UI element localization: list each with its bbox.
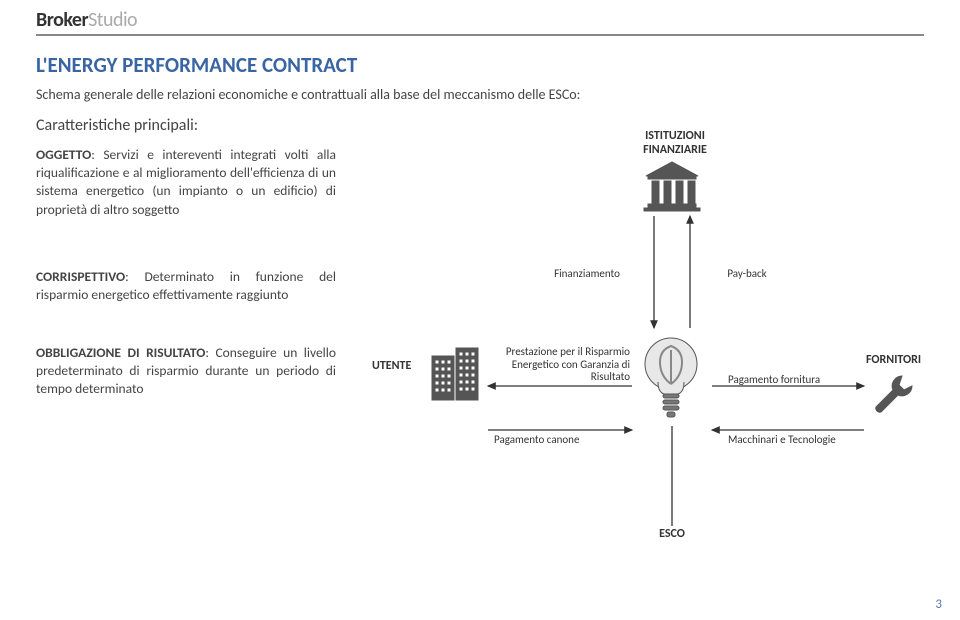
header-divider xyxy=(36,34,924,36)
logo-part2: Studio xyxy=(88,8,137,32)
oggetto-lead: OGGETTO xyxy=(36,146,91,163)
edge-payback-label: Pay-back xyxy=(702,268,792,281)
edge-pagamento-fornitura-label: Pagamento fornitura xyxy=(728,374,868,387)
brand-logo: BrokerStudio xyxy=(36,8,137,32)
page-title: L'ENERGY PERFORMANCE CONTRACT xyxy=(36,52,357,78)
edge-pagamento-canone-label: Pagamento canone xyxy=(494,434,634,447)
page-number: 3 xyxy=(935,597,942,612)
esco-diagram: ISTITUZIONIFINANZIARIE UTENTE xyxy=(372,130,936,550)
paragraph-oggetto: OGGETTO: Servizi e intereventi integrati… xyxy=(36,146,336,219)
obbligazione-lead: OBBLIGAZIONE DI RISULTATO xyxy=(36,344,205,361)
paragraph-obbligazione: OBBLIGAZIONE DI RISULTATO: Conseguire un… xyxy=(36,344,336,399)
corrispettivo-lead: CORRISPETTIVO xyxy=(36,268,125,285)
page-subtitle: Schema generale delle relazioni economic… xyxy=(36,86,736,103)
paragraph-corrispettivo: CORRISPETTIVO: Determinato in funzione d… xyxy=(36,268,336,304)
edge-prestazione-label: Prestazione per il RisparmioEnergetico c… xyxy=(482,346,630,384)
diagram-arrows xyxy=(372,130,936,550)
edge-macchinari-label: Macchinari e Tecnologie xyxy=(728,434,888,447)
logo-part1: Broker xyxy=(36,8,88,32)
characteristics-heading: Caratteristiche principali: xyxy=(36,116,198,135)
edge-finanziamento-label: Finanziamento xyxy=(532,268,642,281)
